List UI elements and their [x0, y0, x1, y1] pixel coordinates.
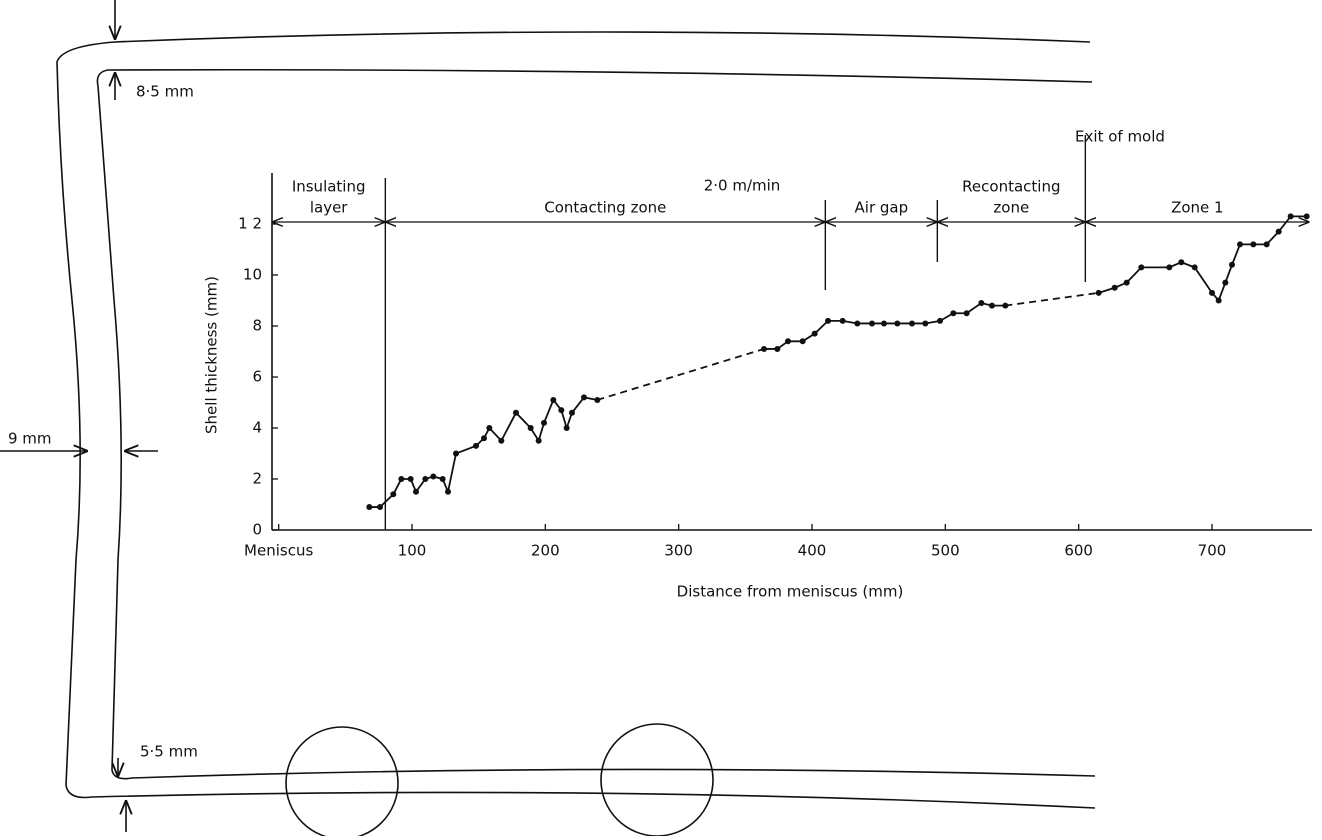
data-point — [445, 488, 451, 495]
data-point — [1178, 259, 1185, 266]
data-point — [799, 338, 806, 345]
y-axis-label: Shell thickness (mm) — [203, 276, 221, 434]
data-point — [486, 425, 493, 431]
x-tick-label: 200 — [531, 542, 560, 560]
data-point — [569, 409, 575, 416]
data-point — [550, 396, 557, 403]
shell-inner — [96, 68, 1096, 780]
x-tick-label: 700 — [1198, 542, 1227, 560]
data-point — [558, 407, 565, 414]
data-point — [563, 425, 570, 431]
y-tick-label: 1 2 — [238, 215, 262, 233]
data-point — [1215, 297, 1222, 304]
data-point — [869, 320, 875, 327]
data-point — [922, 320, 929, 327]
data-point — [1263, 241, 1270, 248]
data-point — [1222, 279, 1229, 286]
data-point — [398, 476, 405, 482]
data-point — [825, 317, 831, 324]
data-point — [473, 442, 479, 449]
x-tick-label: 500 — [931, 542, 960, 560]
x-axis-label: Distance from meniscus (mm) — [677, 583, 904, 601]
data-point — [978, 300, 985, 307]
data-point — [390, 491, 397, 498]
zone-label: Air gap — [855, 199, 909, 217]
data-point — [989, 302, 995, 309]
dimension-label: 9 mm — [8, 430, 52, 448]
zone-label: Contacting zone — [544, 199, 666, 217]
data-point — [498, 437, 505, 444]
data-point — [535, 437, 542, 444]
y-tick-label: 8 — [252, 317, 262, 335]
data-point — [430, 473, 437, 480]
y-tick-label: 0 — [252, 521, 262, 539]
data-point — [909, 320, 915, 327]
x-tick-label: 100 — [398, 542, 427, 560]
data-point — [1209, 289, 1215, 296]
zone-label: layer — [310, 199, 348, 217]
data-point — [839, 317, 846, 324]
data-line — [369, 396, 598, 508]
data-point — [761, 345, 767, 352]
data-point — [413, 488, 419, 495]
shell-outer — [56, 31, 1096, 809]
data-point — [1303, 213, 1310, 220]
data-point — [1166, 264, 1173, 271]
x-tick-label: 400 — [798, 542, 827, 560]
defect-circle — [285, 726, 399, 840]
dimension-label: 5·5 mm — [140, 743, 198, 761]
chart: 2·0 m/min Distance from meniscus (mm) Sh… — [203, 128, 1312, 601]
data-point — [422, 476, 429, 482]
data-point — [894, 320, 901, 327]
data-line — [597, 348, 765, 401]
data-point — [1111, 284, 1118, 291]
y-tick-label: 2 — [252, 470, 262, 488]
data-point — [1287, 213, 1294, 220]
data-line — [1005, 291, 1099, 307]
x-tick-label: 300 — [664, 542, 693, 560]
y-tick-label: 10 — [243, 266, 262, 284]
data-point — [1191, 264, 1198, 271]
data-point — [439, 476, 446, 482]
annotation: Exit of mold — [1075, 128, 1165, 146]
data-point — [881, 320, 887, 327]
data-point — [950, 310, 957, 317]
y-tick-label: 4 — [252, 419, 262, 437]
data-point — [1095, 289, 1102, 296]
data-point — [785, 338, 791, 345]
data-point — [1123, 279, 1130, 286]
dimension-label: 8·5 mm — [136, 83, 194, 101]
data-point — [407, 476, 414, 482]
data-point — [963, 310, 970, 317]
data-point — [1250, 241, 1257, 248]
data-point — [581, 394, 587, 401]
data-point — [774, 345, 781, 352]
zone-label: Zone 1 — [1171, 199, 1224, 217]
data-point — [1275, 228, 1282, 235]
data-point — [541, 419, 547, 426]
zone-label: Recontacting — [962, 178, 1060, 196]
data-point — [1237, 241, 1243, 248]
x-tick-label: Meniscus — [244, 542, 313, 560]
data-point — [811, 330, 818, 337]
data-line — [1098, 215, 1307, 303]
data-point — [481, 435, 487, 442]
data-point — [854, 320, 861, 327]
data-point — [377, 504, 383, 511]
zone-label: zone — [993, 199, 1029, 217]
data-point — [527, 425, 534, 431]
data-point — [937, 317, 943, 324]
data-point — [513, 409, 519, 416]
chart-title: 2·0 m/min — [704, 177, 781, 195]
data-point — [1138, 264, 1145, 271]
x-tick-label: 600 — [1064, 542, 1093, 560]
y-tick-label: 6 — [252, 368, 262, 386]
defect-circle — [600, 723, 714, 837]
data-point — [1229, 261, 1235, 268]
zone-label: Insulating — [292, 178, 366, 196]
data-point — [453, 450, 459, 457]
data-point — [366, 504, 373, 511]
